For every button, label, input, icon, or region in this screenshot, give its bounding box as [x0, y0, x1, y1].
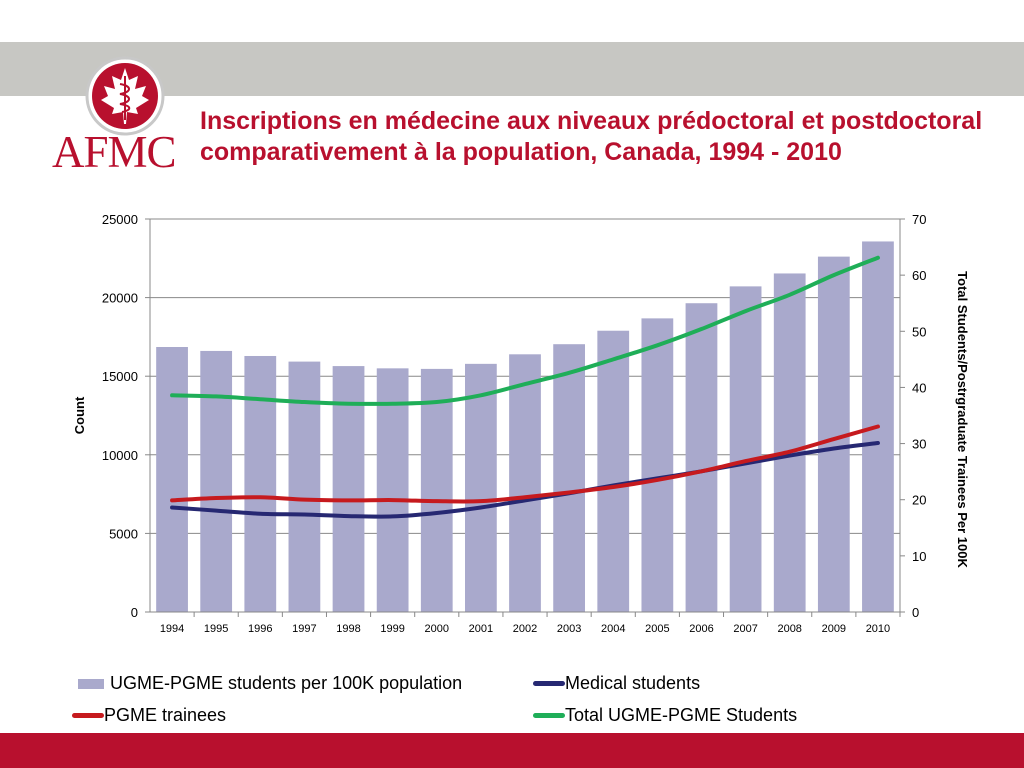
bar [509, 354, 541, 612]
y-axis-tick-label: 10000 [102, 448, 138, 463]
legend-item-medical-students: Medical students [533, 673, 700, 694]
x-axis-tick-label: 2009 [822, 623, 846, 635]
x-axis-tick-label: 1996 [248, 623, 272, 635]
bar [465, 363, 497, 612]
y-axis-tick-label: 15000 [102, 369, 138, 384]
x-axis-tick-label: 2008 [777, 623, 801, 635]
bar [729, 286, 762, 612]
bar [156, 347, 188, 612]
chart-title: Inscriptions en médecine aux niveaux pré… [200, 107, 983, 166]
x-axis-tick-label: 2001 [469, 623, 493, 635]
legend-swatch-line [72, 713, 104, 718]
x-axis-tick-label: 2002 [513, 623, 537, 635]
bar [376, 368, 409, 612]
y-axis-tick-label: 0 [131, 605, 138, 620]
x-axis-tick-label: 2007 [733, 623, 757, 635]
legend-item-ugme-pgme-per-100k: UGME-PGME students per 100K population [78, 673, 462, 694]
x-axis-tick-label: 2010 [866, 623, 890, 635]
x-axis-tick-label: 1995 [204, 623, 228, 635]
y2-axis-tick-label: 20 [912, 493, 926, 508]
x-axis-tick-label: 2005 [645, 623, 669, 635]
header-band [0, 42, 1024, 96]
x-axis-tick-label: 2006 [689, 623, 713, 635]
y-axis-tick-label: 25000 [102, 212, 138, 227]
bar [332, 366, 365, 612]
legend-item-total-ugme-pgme: Total UGME-PGME Students [533, 705, 797, 726]
y-axis-tick-label: 20000 [102, 291, 138, 306]
legend-swatch-line [533, 713, 565, 718]
legend-swatch-bar [78, 678, 104, 689]
total-ugme-pgme-line [170, 255, 880, 406]
bar [685, 303, 718, 612]
pgme-trainees-line [170, 424, 880, 504]
y2-axis-tick-label: 0 [912, 605, 919, 620]
bar [420, 368, 453, 612]
y2-axis-tick-label: 30 [912, 437, 926, 452]
x-axis-tick-label: 1999 [380, 623, 404, 635]
legend-label: Medical students [565, 673, 701, 693]
y2-axis-title: Total Students/Postrgraduate Trainees Pe… [955, 271, 970, 568]
y-axis-tick-label: 5000 [109, 526, 138, 541]
bar [597, 330, 630, 612]
bar [200, 350, 233, 612]
x-axis-tick-label: 2004 [601, 623, 625, 635]
medical-students-line [170, 441, 880, 519]
legend-swatch-line [533, 681, 565, 686]
bar [553, 344, 585, 612]
x-axis-tick-label: 1997 [292, 623, 316, 635]
y2-axis-tick-label: 40 [912, 380, 926, 395]
x-axis-tick-label: 2003 [557, 623, 581, 635]
y2-axis-tick-label: 60 [912, 268, 926, 283]
legend-label: PGME trainees [104, 705, 227, 725]
x-axis-tick-label: 1998 [336, 623, 360, 635]
x-axis-tick-label: 1994 [160, 623, 184, 635]
bar [244, 355, 277, 612]
y-axis-title: Count [72, 396, 87, 434]
afmc-logo-icon [85, 56, 165, 136]
y2-axis-tick-label: 50 [912, 324, 926, 339]
y2-axis-tick-label: 10 [912, 549, 926, 564]
footer-band [0, 733, 1024, 768]
legend-label: UGME-PGME students per 100K population [110, 673, 463, 693]
bar [288, 361, 321, 612]
x-axis-tick-label: 2000 [425, 623, 449, 635]
logo-text: AFMC [52, 127, 177, 177]
bar [773, 273, 806, 612]
legend-item-pgme-trainees: PGME trainees [72, 705, 226, 726]
legend-label: Total UGME-PGME Students [565, 705, 798, 725]
y2-axis-tick-label: 70 [912, 212, 926, 227]
bar [641, 318, 674, 612]
